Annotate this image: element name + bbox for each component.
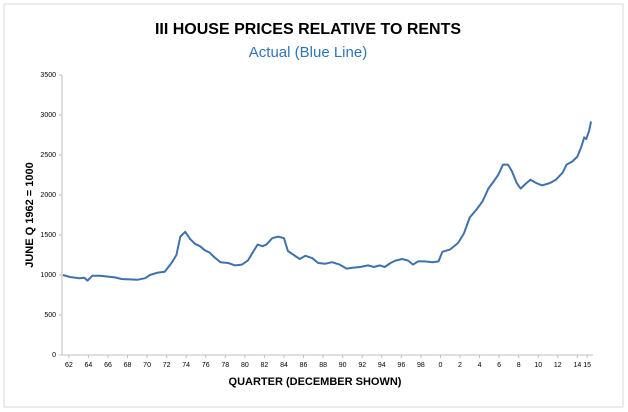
y-tick-label: 3500	[40, 72, 56, 79]
x-tick-label: 94	[378, 362, 386, 369]
x-tick-label: 64	[85, 362, 93, 369]
x-tick-label: 72	[163, 362, 171, 369]
x-tick-label: 76	[202, 362, 210, 369]
x-tick-label: 90	[339, 362, 347, 369]
x-tick-label: 98	[417, 362, 425, 369]
x-tick-label: 8	[517, 362, 521, 369]
x-tick-label: 88	[319, 362, 327, 369]
y-tick-label: 500	[44, 312, 56, 319]
x-tick-label: 82	[261, 362, 269, 369]
x-tick-label: 66	[104, 362, 112, 369]
chart-subtitle: Actual (Blue Line)	[249, 44, 367, 61]
x-tick-label: 0	[438, 362, 442, 369]
x-tick-label: 6	[497, 362, 501, 369]
x-tick-label: 74	[182, 362, 190, 369]
data-line	[62, 121, 593, 282]
x-tick-label: 80	[241, 362, 249, 369]
chart-title: III HOUSE PRICES RELATIVE TO RENTS	[155, 21, 461, 38]
x-tick-label: 10	[534, 362, 542, 369]
x-axis-label: QUARTER (DECEMBER SHOWN)	[229, 376, 402, 388]
x-tick-label: 96	[397, 362, 405, 369]
x-tick-label: 92	[358, 362, 366, 369]
x-tick-label: 68	[124, 362, 132, 369]
x-tick-label: 12	[554, 362, 562, 369]
y-tick-label: 3000	[40, 112, 56, 119]
y-tick-label: 1000	[40, 272, 56, 279]
x-tick-label: 15	[583, 362, 591, 369]
y-tick-label: 2500	[40, 152, 56, 159]
x-tick-label: 2	[458, 362, 462, 369]
chart-border	[3, 3, 624, 408]
x-tick-label: 70	[143, 362, 151, 369]
x-tick-label: 84	[280, 362, 288, 369]
x-tick-label: 78	[221, 362, 229, 369]
y-tick-label: 2000	[40, 192, 56, 199]
y-tick-label: 0	[52, 352, 56, 359]
x-tick-label: 86	[300, 362, 308, 369]
x-tick-label: 4	[478, 362, 482, 369]
x-tick-label: 14	[573, 362, 581, 369]
y-axis-label: JUNE Q 1962 = 1000	[24, 162, 36, 268]
y-tick-label: 1500	[40, 232, 56, 239]
x-tick-label: 62	[65, 362, 73, 369]
